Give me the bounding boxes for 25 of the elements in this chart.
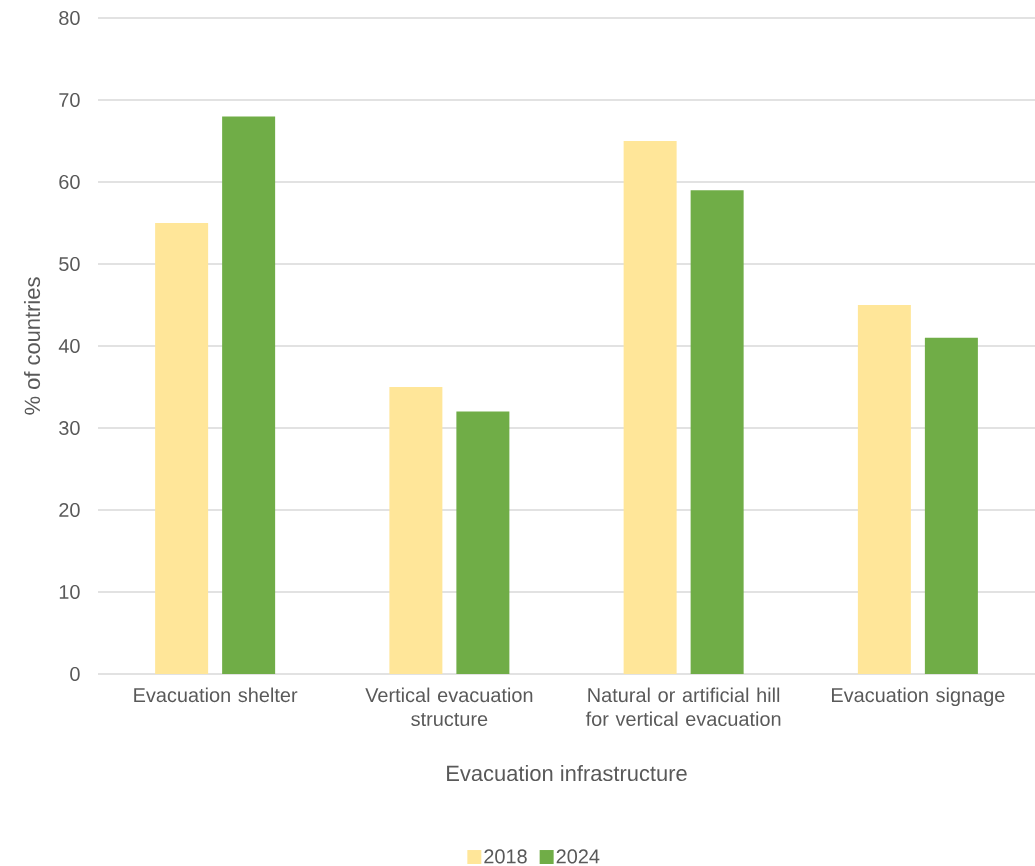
legend-label: 2018 — [484, 849, 527, 864]
y-tick-label: 50 — [59, 256, 80, 272]
y-tick-label: 20 — [59, 502, 80, 518]
bar — [222, 116, 276, 674]
x-tick-label: Natural or artificial hill for vertical evacuation — [585, 687, 781, 727]
bar — [623, 140, 677, 674]
y-tick-label: 80 — [59, 10, 80, 26]
x-axis-title: Evacuation infrastructure — [447, 765, 687, 782]
y-tick-label: 40 — [58, 338, 80, 354]
bar — [690, 190, 744, 674]
x-tick-label: Vertical evacuation structure — [365, 687, 533, 727]
bar — [389, 387, 443, 674]
bar — [857, 305, 911, 674]
x-tick-label: Evacuation shelter — [134, 687, 298, 703]
y-tick-label: 10 — [59, 584, 80, 600]
y-tick-label: 30 — [59, 420, 80, 436]
bar — [155, 223, 209, 674]
bar — [456, 411, 510, 674]
y-axis-title: % of countries — [23, 277, 41, 415]
y-tick-label: 70 — [59, 92, 80, 108]
legend-label: 2024 — [556, 849, 600, 864]
y-tick-label: 60 — [59, 174, 80, 190]
y-tick-label: 0 — [70, 666, 80, 682]
bar — [924, 337, 978, 674]
x-tick-label: Evacuation signage — [832, 687, 1005, 707]
